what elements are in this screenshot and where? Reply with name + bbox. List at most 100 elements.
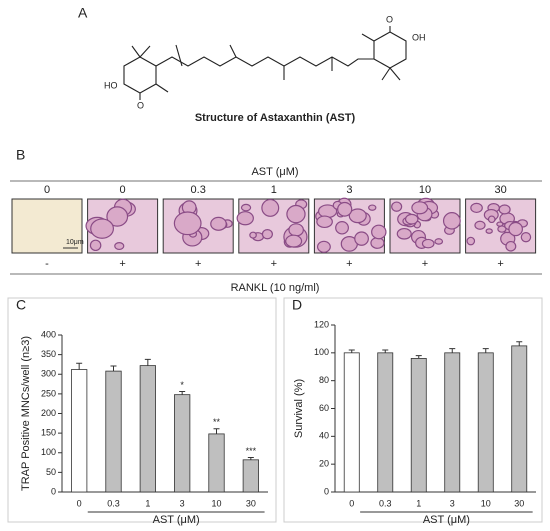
x-tick-label: 30 [514, 498, 524, 508]
x-tick-label: 1 [416, 498, 421, 508]
cell [249, 231, 257, 239]
chemical-structure [123, 26, 407, 100]
cell [261, 228, 273, 240]
error-bar [213, 428, 220, 434]
cell [89, 239, 102, 252]
error-bar [482, 348, 489, 353]
cell [520, 232, 532, 243]
panel-frame [7, 297, 277, 523]
micrograph [11, 198, 83, 254]
significance: ** [213, 417, 221, 427]
cell [404, 213, 419, 225]
cell [368, 204, 377, 211]
x-tick-label: 0.3 [379, 498, 392, 508]
cell [286, 204, 306, 224]
rankl-sign: + [271, 258, 277, 270]
error-bar [247, 456, 254, 460]
cell [261, 198, 280, 217]
y-tick-label: 60 [319, 403, 329, 413]
y-tick-label: 100 [41, 447, 56, 457]
atom-label: O [386, 14, 393, 24]
cell [442, 212, 461, 230]
panel-label: B [16, 147, 25, 163]
y-tick-label: 400 [41, 329, 56, 339]
rankl-sign: + [195, 258, 201, 270]
x-axis-label: AST (μM) [423, 514, 470, 526]
cell [396, 227, 412, 240]
bar [242, 459, 259, 493]
cell [236, 211, 254, 226]
rankl-sign: + [497, 258, 503, 270]
cell [335, 220, 349, 235]
error-bar [144, 358, 151, 366]
rankl-sign: + [422, 258, 428, 270]
bar [343, 352, 360, 493]
y-tick-label: 0 [51, 486, 56, 496]
bar [139, 365, 156, 493]
cell [411, 201, 429, 215]
y-tick-label: 200 [41, 408, 56, 418]
y-tick-label: 40 [319, 431, 329, 441]
cell [421, 238, 435, 249]
bar [477, 352, 494, 493]
cell [391, 201, 403, 212]
rankl-sign: + [119, 258, 125, 270]
bar [377, 352, 394, 493]
x-tick-label: 1 [145, 498, 150, 508]
cell [470, 202, 483, 214]
column-header: 3 [346, 184, 352, 196]
error-bar [110, 365, 117, 372]
cell [240, 203, 252, 212]
scale-label: 10μm [66, 239, 84, 246]
panel-label: C [16, 297, 26, 313]
y-tick-label: 100 [314, 347, 329, 357]
cell [316, 240, 331, 253]
x-tick-label: 3 [450, 498, 455, 508]
cell [288, 223, 304, 237]
y-tick-label: 0 [324, 486, 329, 496]
cell [371, 224, 387, 240]
atom-label: OH [412, 32, 426, 42]
significance: * [180, 380, 184, 390]
x-tick-label: 0 [77, 498, 82, 508]
y-tick-label: 350 [41, 349, 56, 359]
error-bar [76, 362, 83, 370]
bar [71, 369, 88, 493]
cell [498, 204, 511, 215]
y-axis-label: Survival (%) [293, 379, 305, 438]
cell [485, 228, 493, 234]
x-tick-label: 0 [349, 498, 354, 508]
y-tick-label: 300 [41, 369, 56, 379]
cell [505, 240, 517, 252]
bar [511, 345, 528, 493]
error-bar [449, 348, 456, 353]
x-axis-label: AST (μM) [153, 514, 200, 526]
column-header: 10 [419, 184, 431, 196]
column-header: 1 [271, 184, 277, 196]
caption: Structure of Astaxanthin (AST) [195, 112, 356, 124]
error-bar [382, 349, 389, 353]
atom-label: O [137, 100, 144, 110]
bar [105, 370, 122, 493]
rankl-sign: + [346, 258, 352, 270]
significance: *** [246, 446, 257, 456]
bar [208, 433, 225, 493]
x-tick-label: 10 [211, 498, 221, 508]
cell [106, 206, 129, 227]
y-axis-label: TRAP Positive MNCs/well (n≥3) [20, 336, 32, 491]
column-header: 0.3 [191, 184, 206, 196]
cell [173, 211, 202, 236]
atom-label: HO [104, 80, 118, 90]
error-bar [415, 355, 422, 359]
y-tick-label: 80 [319, 375, 329, 385]
y-tick-label: 20 [319, 459, 329, 469]
cell [285, 234, 303, 248]
column-header: 0 [44, 184, 50, 196]
cell [487, 215, 496, 224]
error-bar [516, 341, 523, 346]
column-header: 30 [494, 184, 506, 196]
cell [354, 231, 369, 246]
cell [474, 220, 486, 230]
cell [210, 216, 227, 231]
